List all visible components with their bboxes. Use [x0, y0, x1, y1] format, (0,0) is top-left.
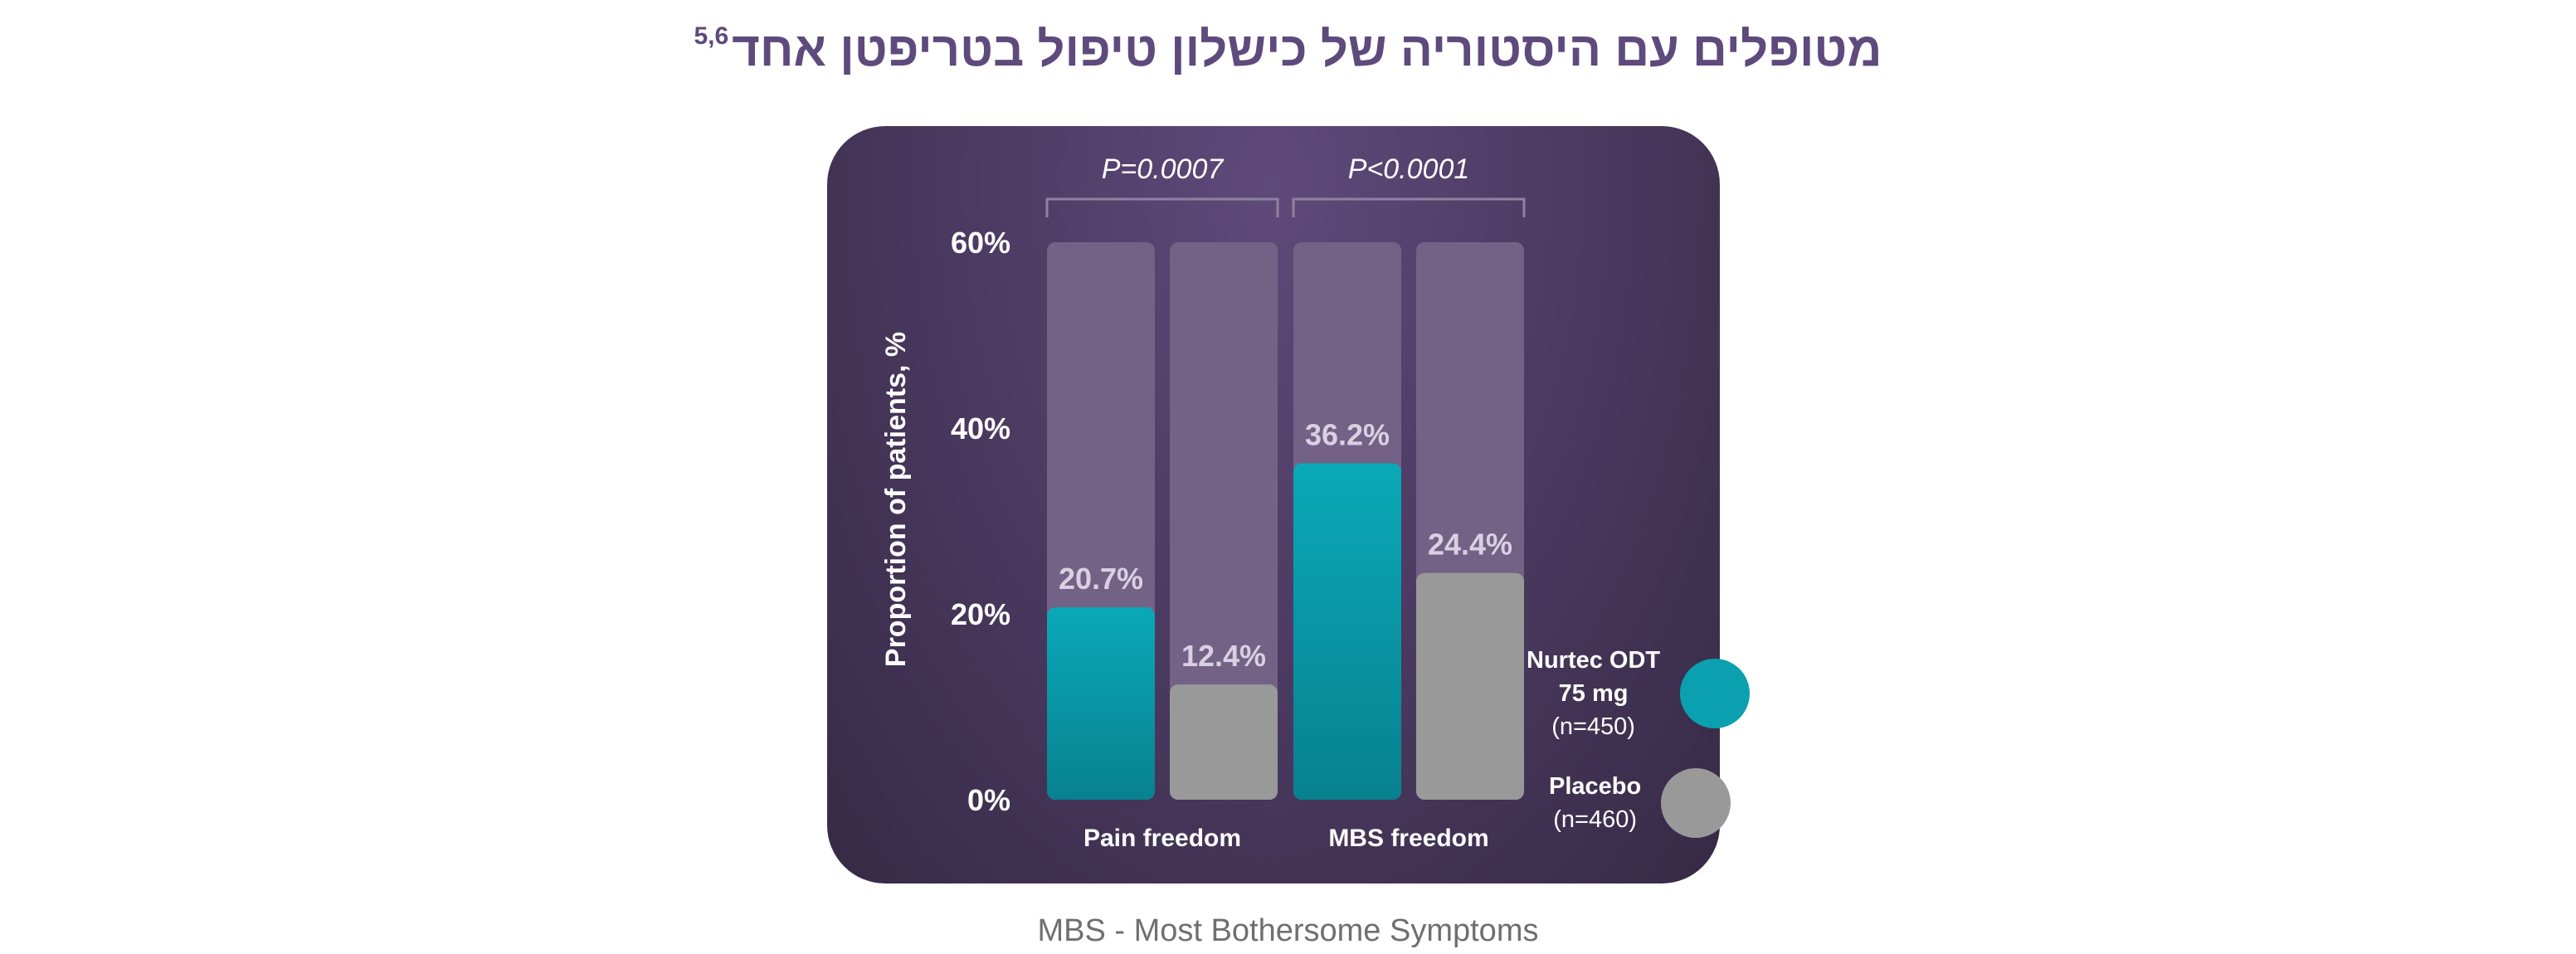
bar-track-pain-freedom-placebo	[1170, 242, 1278, 800]
footnote: MBS - Most Bothersome Symptoms	[1037, 913, 1539, 948]
y-tick-label: 0%	[967, 783, 1010, 817]
data-label-mbs-freedom-nurtec: 36.2%	[1305, 418, 1390, 452]
bar-pain-freedom-placebo	[1170, 684, 1278, 800]
legend-label-nurtec: Nurtec ODT 75 mg (n=450)	[1527, 644, 1660, 743]
chart-title: מטופלים עם היסטוריה של כישלון טיפול בטרי…	[0, 3, 2576, 83]
significance-bracket	[1292, 197, 1526, 217]
teal-dot-icon	[1680, 659, 1751, 728]
y-tick-label: 60%	[951, 226, 1010, 260]
bar-mbs-freedom-nurtec	[1293, 463, 1401, 800]
legend-dose-nurtec: 75 mg	[1558, 680, 1629, 707]
legend-name-nurtec: Nurtec ODT	[1527, 647, 1661, 674]
title-superscript: 5,6	[694, 22, 729, 50]
gray-dot-icon	[1661, 768, 1731, 838]
title-text: מטופלים עם היסטוריה של כישלון טיפול בטרי…	[732, 22, 1882, 76]
legend-label-placebo: Placebo (n=460)	[1549, 770, 1641, 836]
legend-n-nurtec: (n=450)	[1551, 713, 1635, 740]
p-value-annotation: P<0.0001	[1348, 153, 1470, 185]
bar-mbs-freedom-placebo	[1416, 572, 1524, 800]
bar-pain-freedom-nurtec	[1047, 607, 1155, 800]
legend-item-nurtec: Nurtec ODT 75 mg (n=450)	[1527, 644, 1751, 743]
legend-item-placebo: Placebo (n=460)	[1549, 768, 1731, 838]
data-label-pain-freedom-placebo: 12.4%	[1181, 639, 1266, 673]
data-label-pain-freedom-nurtec: 20.7%	[1059, 562, 1143, 596]
y-axis-label: Proportion of patients, %	[880, 331, 912, 668]
legend-name-placebo: Placebo	[1549, 773, 1642, 800]
y-tick-label: 20%	[951, 597, 1010, 631]
data-label-mbs-freedom-placebo: 24.4%	[1428, 528, 1512, 562]
p-value-annotation: P=0.0007	[1102, 153, 1225, 185]
x-category-label: Pain freedom	[1083, 825, 1241, 852]
y-tick-label: 40%	[951, 411, 1010, 445]
x-category-label: MBS freedom	[1328, 825, 1488, 852]
significance-bracket	[1045, 197, 1279, 217]
legend-n-placebo: (n=460)	[1553, 806, 1637, 833]
